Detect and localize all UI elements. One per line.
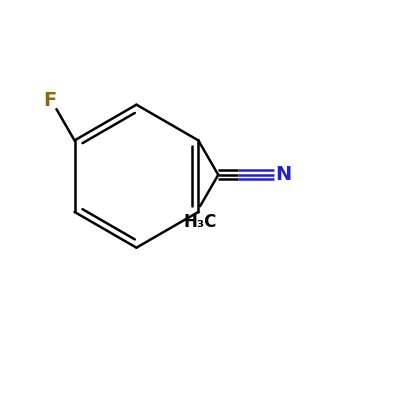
Text: H₃C: H₃C <box>184 214 217 232</box>
Text: N: N <box>276 165 292 184</box>
Text: F: F <box>43 91 56 110</box>
